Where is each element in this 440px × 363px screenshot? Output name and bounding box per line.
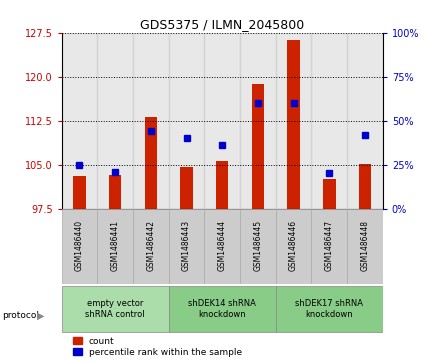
Text: GSM1486446: GSM1486446: [289, 220, 298, 271]
Bar: [312, 33, 347, 209]
FancyBboxPatch shape: [276, 209, 312, 284]
FancyBboxPatch shape: [62, 209, 97, 284]
Bar: [180, 167, 193, 209]
Text: GSM1486441: GSM1486441: [110, 220, 120, 271]
Bar: [109, 175, 121, 209]
FancyBboxPatch shape: [347, 209, 383, 284]
Bar: [133, 33, 169, 209]
Bar: [73, 176, 86, 209]
Bar: [240, 33, 276, 209]
FancyBboxPatch shape: [240, 209, 276, 284]
FancyBboxPatch shape: [133, 209, 169, 284]
Bar: [62, 33, 97, 209]
Bar: [252, 84, 264, 209]
Bar: [276, 33, 312, 209]
Bar: [145, 117, 157, 209]
Bar: [287, 40, 300, 209]
FancyBboxPatch shape: [276, 286, 383, 332]
Text: GSM1486442: GSM1486442: [147, 220, 155, 271]
Bar: [169, 33, 204, 209]
Text: GSM1486443: GSM1486443: [182, 220, 191, 271]
FancyBboxPatch shape: [312, 209, 347, 284]
Bar: [204, 33, 240, 209]
Bar: [359, 164, 371, 209]
Bar: [347, 33, 383, 209]
Text: shDEK14 shRNA
knockdown: shDEK14 shRNA knockdown: [188, 299, 256, 319]
Bar: [216, 161, 228, 209]
Text: GSM1486440: GSM1486440: [75, 220, 84, 271]
Text: GSM1486447: GSM1486447: [325, 220, 334, 271]
FancyBboxPatch shape: [62, 286, 169, 332]
Text: ▶: ▶: [37, 311, 44, 321]
FancyBboxPatch shape: [204, 209, 240, 284]
Text: GSM1486448: GSM1486448: [360, 220, 370, 271]
Text: empty vector
shRNA control: empty vector shRNA control: [85, 299, 145, 319]
FancyBboxPatch shape: [169, 286, 276, 332]
Text: GSM1486445: GSM1486445: [253, 220, 262, 271]
Bar: [97, 33, 133, 209]
Text: GSM1486444: GSM1486444: [218, 220, 227, 271]
Bar: [323, 179, 336, 209]
Text: protocol: protocol: [2, 311, 39, 320]
Title: GDS5375 / ILMN_2045800: GDS5375 / ILMN_2045800: [140, 19, 304, 32]
Text: shDEK17 shRNA
knockdown: shDEK17 shRNA knockdown: [295, 299, 363, 319]
FancyBboxPatch shape: [169, 209, 204, 284]
Legend: count, percentile rank within the sample: count, percentile rank within the sample: [73, 337, 242, 357]
FancyBboxPatch shape: [97, 209, 133, 284]
